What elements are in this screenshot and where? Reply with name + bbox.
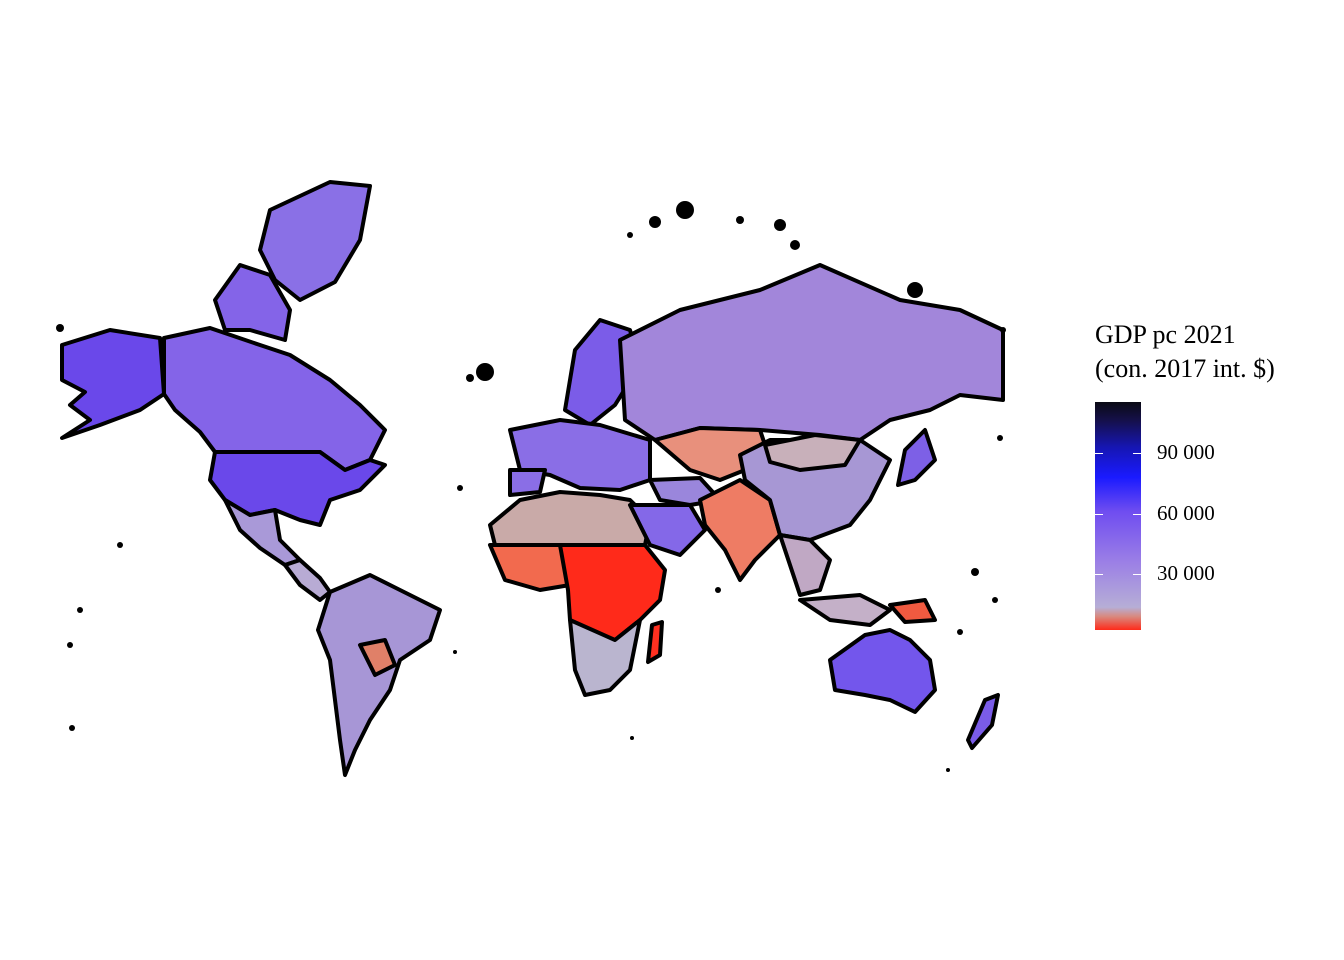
region-madagascar [646,620,664,664]
region-southeast-asia [778,533,832,597]
region-west-africa [488,543,572,592]
region-india [698,478,782,582]
legend-tick [1095,453,1103,454]
legend-colorbar [1095,402,1141,630]
region-japan [896,428,937,487]
region-saudi [628,503,707,557]
region-bolivia [358,638,397,677]
legend-tick-label-30000: 30 000 [1157,561,1215,585]
region-greenland [258,180,372,302]
region-alaska [60,328,166,440]
region-australia [828,628,937,714]
region-canada [162,326,387,472]
region-new-zealand [966,693,1000,750]
legend-tick [1133,453,1141,454]
legend-title: GDP pc 2021 (con. 2017 int. $) [1095,318,1275,386]
legend-title-line1: GDP pc 2021 [1095,320,1236,349]
legend-tick [1133,514,1141,515]
legend-tick-label-60000: 60 000 [1157,501,1215,525]
region-arctic-islands [213,263,292,342]
region-indonesia [798,593,892,627]
legend-title-line2: (con. 2017 int. $) [1095,354,1275,383]
region-north-africa [488,490,652,547]
legend-tick [1133,574,1141,575]
legend-tick [1095,574,1103,575]
region-russia [618,263,1005,442]
island-fragments [56,201,1006,772]
legend-tick-label-90000: 90 000 [1157,440,1215,464]
region-papua [888,598,937,624]
region-southern-africa [568,618,642,697]
region-central-america [283,558,332,602]
region-mongolia [763,433,862,472]
region-iberia [508,468,547,497]
legend-tick [1095,514,1103,515]
